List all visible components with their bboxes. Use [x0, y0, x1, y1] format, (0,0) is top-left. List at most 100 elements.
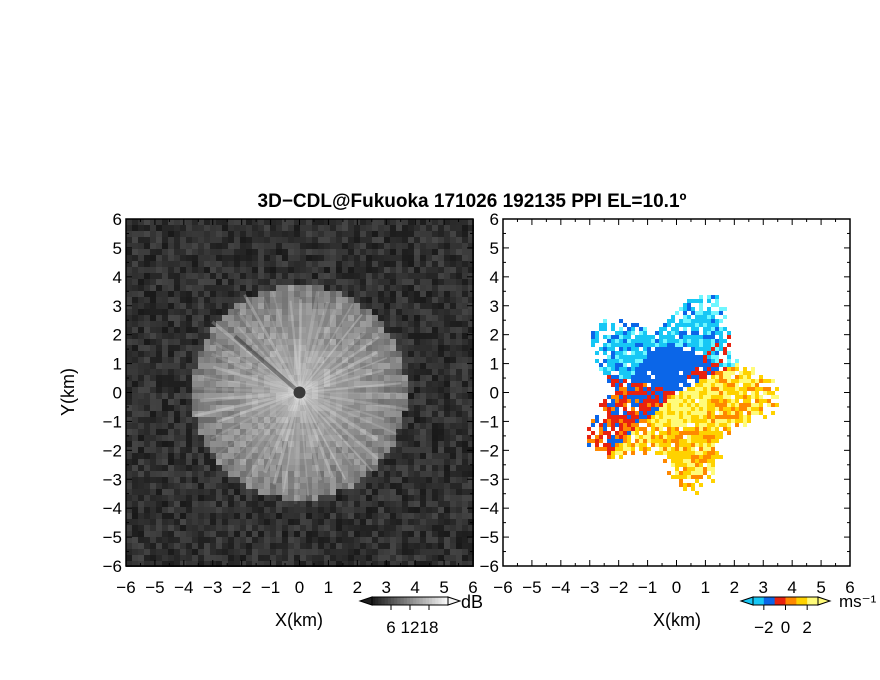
reflectivity-cell: [126, 435, 132, 441]
reflectivity-cell: [414, 375, 420, 381]
reflectivity-cell: [288, 261, 294, 267]
reflectivity-cell: [378, 363, 384, 369]
reflectivity-cell: [390, 297, 396, 303]
velocity-cell: [667, 343, 671, 347]
velocity-cell: [651, 419, 655, 423]
reflectivity-cell: [294, 303, 300, 309]
reflectivity-colorbar: dB 6 12 18: [358, 592, 483, 637]
reflectivity-cell: [420, 321, 426, 327]
velocity-cell: [667, 419, 671, 423]
velocity-cell: [711, 359, 715, 363]
velocity-cell: [699, 419, 703, 423]
velocity-cell: [699, 323, 703, 327]
reflectivity-cell: [390, 549, 396, 555]
velocity-cell: [695, 455, 699, 459]
reflectivity-cell: [396, 363, 402, 369]
reflectivity-cell: [162, 495, 168, 501]
reflectivity-cell: [216, 285, 222, 291]
reflectivity-cell: [222, 471, 228, 477]
reflectivity-cell: [150, 393, 156, 399]
reflectivity-cell: [150, 369, 156, 375]
reflectivity-cell: [366, 531, 372, 537]
reflectivity-cell: [456, 489, 462, 495]
reflectivity-cell: [348, 507, 354, 513]
velocity-cell: [663, 403, 667, 407]
velocity-cell: [635, 367, 639, 371]
reflectivity-cell: [234, 255, 240, 261]
reflectivity-cell: [204, 327, 210, 333]
reflectivity-cell: [198, 435, 204, 441]
reflectivity-cell: [156, 387, 162, 393]
reflectivity-cell: [174, 237, 180, 243]
velocity-cell: [603, 343, 607, 347]
reflectivity-cell: [444, 363, 450, 369]
reflectivity-cell: [384, 561, 390, 567]
reflectivity-cell: [366, 321, 372, 327]
reflectivity-cell: [450, 519, 456, 525]
reflectivity-cell: [264, 417, 270, 423]
reflectivity-cell: [468, 483, 474, 489]
reflectivity-cell: [294, 555, 300, 561]
velocity-cell: [771, 391, 775, 395]
reflectivity-cell: [246, 531, 252, 537]
reflectivity-cell: [348, 333, 354, 339]
reflectivity-cell: [174, 429, 180, 435]
velocity-cell: [719, 335, 723, 339]
velocity-cell: [643, 411, 647, 415]
reflectivity-cell: [132, 513, 138, 519]
reflectivity-cell: [174, 321, 180, 327]
reflectivity-cell: [420, 549, 426, 555]
reflectivity-cell: [408, 255, 414, 261]
reflectivity-cell: [366, 501, 372, 507]
reflectivity-cell: [168, 249, 174, 255]
reflectivity-cell: [252, 489, 258, 495]
reflectivity-cell: [192, 429, 198, 435]
velocity-cell: [691, 351, 695, 355]
reflectivity-cell: [318, 555, 324, 561]
velocity-cell: [655, 451, 659, 455]
reflectivity-cell: [348, 471, 354, 477]
velocity-cell: [735, 423, 739, 427]
reflectivity-cell: [324, 561, 330, 567]
x-tick-label: −4: [174, 578, 193, 597]
reflectivity-cell: [420, 471, 426, 477]
reflectivity-cell: [138, 417, 144, 423]
velocity-cell: [643, 339, 647, 343]
velocity-cell: [667, 407, 671, 411]
velocity-cell: [711, 355, 715, 359]
velocity-cell: [747, 371, 751, 375]
velocity-cell: [715, 439, 719, 443]
velocity-cell: [659, 327, 663, 331]
reflectivity-cell: [270, 303, 276, 309]
reflectivity-cell: [144, 543, 150, 549]
reflectivity-cell: [252, 273, 258, 279]
velocity-cell: [635, 439, 639, 443]
reflectivity-cell: [408, 507, 414, 513]
reflectivity-cell: [462, 249, 468, 255]
velocity-cell: [687, 319, 691, 323]
colorbar-segment: [790, 597, 797, 605]
reflectivity-cell: [378, 291, 384, 297]
reflectivity-cell: [234, 543, 240, 549]
reflectivity-cell: [204, 513, 210, 519]
reflectivity-cell: [180, 531, 186, 537]
reflectivity-cell: [366, 399, 372, 405]
reflectivity-cell: [312, 465, 318, 471]
velocity-cell: [671, 459, 675, 463]
reflectivity-cell: [174, 339, 180, 345]
reflectivity-cell: [456, 549, 462, 555]
velocity-cell: [651, 439, 655, 443]
reflectivity-cell: [408, 249, 414, 255]
reflectivity-cell: [396, 543, 402, 549]
reflectivity-cell: [198, 249, 204, 255]
reflectivity-cell: [216, 489, 222, 495]
reflectivity-cell: [444, 501, 450, 507]
velocity-cell: [691, 459, 695, 463]
velocity-cell: [691, 471, 695, 475]
velocity-cell: [695, 419, 699, 423]
reflectivity-cell: [420, 369, 426, 375]
velocity-cell: [687, 391, 691, 395]
reflectivity-cell: [384, 357, 390, 363]
reflectivity-cell: [462, 327, 468, 333]
reflectivity-cell: [444, 381, 450, 387]
